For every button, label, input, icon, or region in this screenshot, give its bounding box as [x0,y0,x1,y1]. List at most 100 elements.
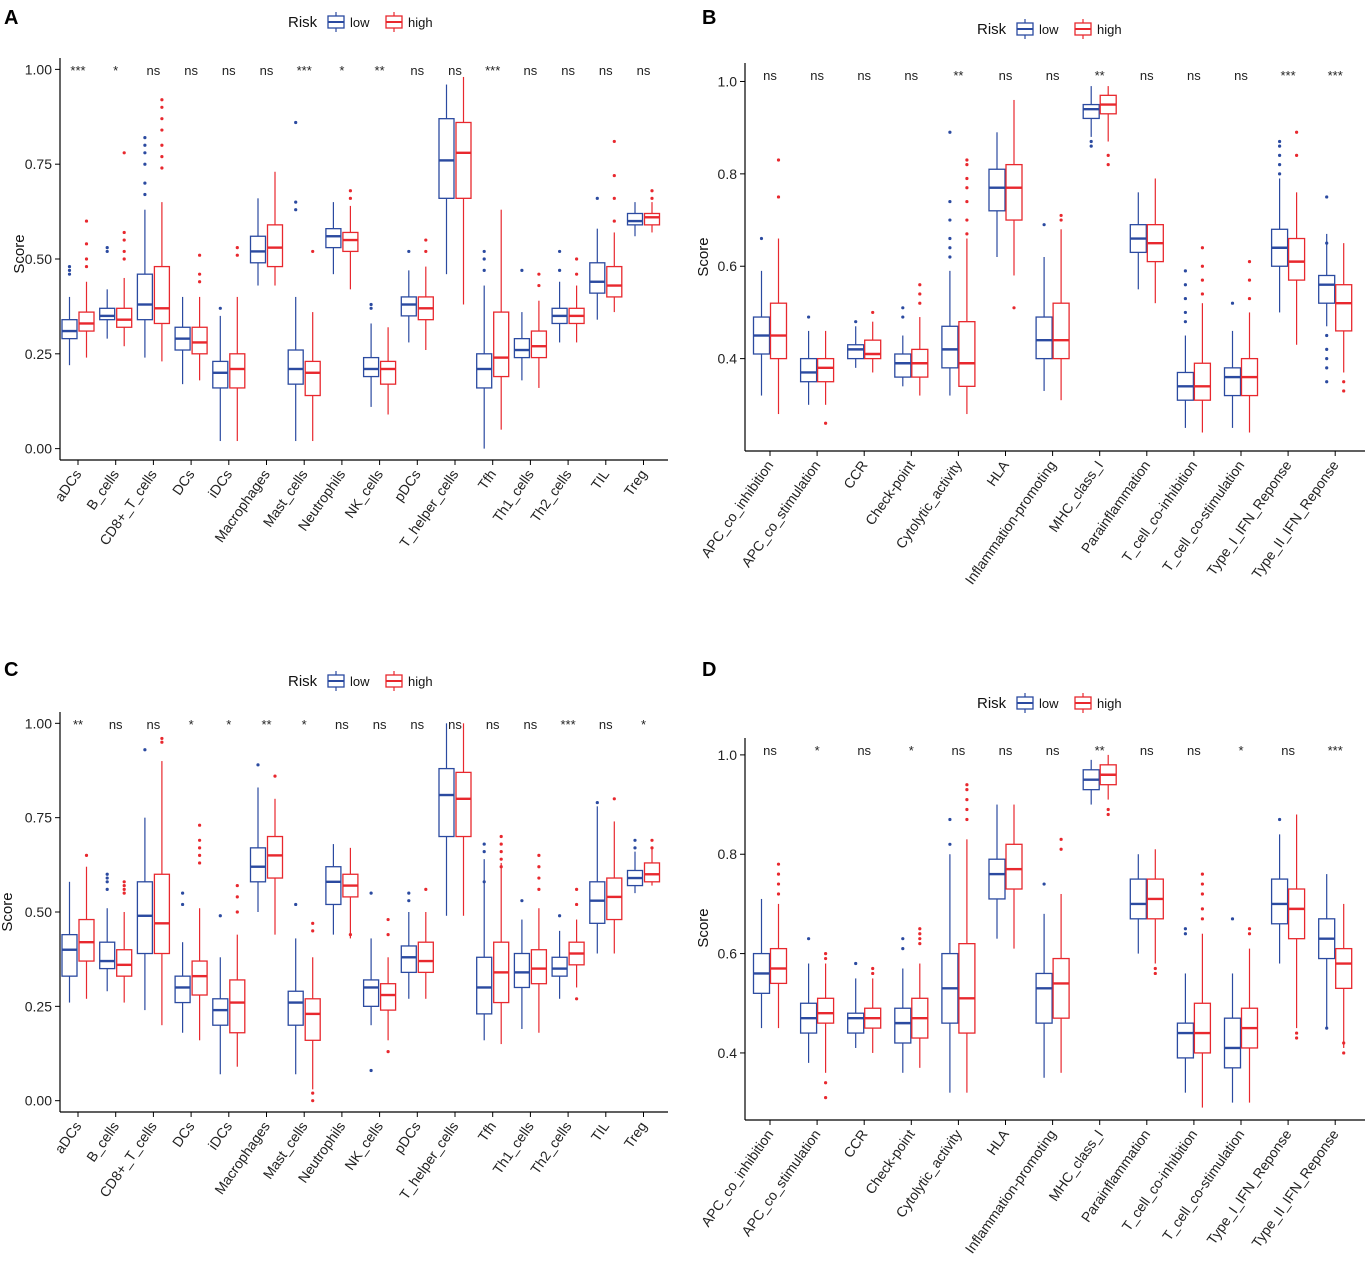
outlier-point-low [901,315,905,319]
outlier-point-low [1183,320,1187,324]
outlier-point-high [348,933,352,937]
outlier-point-high [612,139,616,144]
x-tick-label: TIL [588,466,613,492]
box-low [99,307,116,321]
outlier-point-low [181,902,185,907]
significance-label: ** [375,63,385,78]
outlier-point-low [369,302,373,307]
outlier-point-high [499,842,503,846]
y-axis-label: Score [0,892,16,931]
outlier-point-high [824,956,828,961]
outlier-point-high [1247,932,1252,936]
outlier-point-high [918,301,922,305]
box-low [513,952,531,989]
significance-label: ** [73,717,83,732]
significance-label: ns [1234,68,1248,83]
outlier-point-high [1106,153,1110,157]
box-low [894,1007,912,1044]
outlier-point-low [1183,932,1187,936]
significance-label: ns [1140,743,1154,758]
x-tick-label: T_cell_co-stimulation [1159,1127,1248,1244]
outlier-point-low [595,196,599,200]
outlier-point-high [198,272,202,276]
significance-label: ** [261,717,271,732]
outlier-point-high [1200,278,1204,282]
significance-label: ns [410,63,424,78]
outlier-point-high [1200,246,1204,250]
box-high [379,983,397,1011]
outlier-point-low [407,891,411,895]
outlier-point-high [965,218,969,222]
box-low [136,881,154,955]
x-tick-label: Type_I_IFN_Reponse [1203,1126,1294,1247]
outlier-point-high [311,929,315,933]
outlier-point-low [1089,139,1093,144]
outlier-point-high [84,853,89,857]
outlier-point-high [160,740,164,744]
y-tick-label: 0.25 [25,346,52,362]
outlier-point-high [1342,1051,1346,1055]
outlier-point-high [537,887,541,891]
outlier-point-high [965,817,969,822]
outlier-point-low [369,891,373,895]
outlier-point-high [198,853,202,857]
outlier-point-high [871,966,875,971]
outlier-point-high [965,797,969,802]
significance-label: ns [763,68,777,83]
outlier-point-low [1089,144,1093,148]
box-high [1193,362,1212,401]
box-high [530,949,548,985]
outlier-point-high [871,971,875,976]
outlier-point-low [482,842,486,846]
box-low [1223,367,1242,397]
outlier-point-high [965,163,969,167]
outlier-point-high [235,895,239,899]
x-tick-label: Treg [621,1119,650,1151]
box-low [174,975,191,1004]
significance-label: * [339,63,344,78]
outlier-point-high [650,189,654,193]
box-low [513,337,531,359]
outlier-point-low [143,748,147,752]
significance-label: ns [857,68,871,83]
x-tick-label: Type_II_IFN_Reponse [1248,1126,1342,1250]
outlier-point-low [105,880,109,884]
outlier-point-high [311,1091,315,1095]
box-low [1318,274,1336,304]
outlier-point-high [1295,1036,1299,1040]
outlier-point-high [776,862,781,866]
significance-label: *** [297,63,312,78]
outlier-point-high [311,1099,315,1103]
outlier-point-high [1200,872,1204,876]
outlier-point-high [424,249,428,254]
outlier-point-low [1278,139,1282,144]
box-high [191,326,208,355]
y-tick-label: 0.25 [25,998,52,1014]
outlier-point-low [482,249,486,254]
outlier-point-high [1200,292,1204,296]
significance-label: ** [953,68,963,83]
outlier-point-low [633,838,637,842]
outlier-point-high [1295,153,1299,157]
outlier-point-high [198,846,202,850]
significance-label: * [909,743,914,758]
outlier-point-high [348,189,352,193]
outlier-point-high [575,997,579,1001]
box-low [894,353,912,378]
significance-label: ns [1187,68,1201,83]
box-low [626,212,644,226]
outlier-point-high [1106,807,1110,812]
box-high [379,360,397,385]
x-tick-label: aDCs [51,1119,84,1157]
outlier-point-high [499,850,503,854]
x-tick-label: Type_II_IFN_Reponse [1248,457,1342,581]
significance-label: ns [857,743,871,758]
y-tick-label: 1.0 [718,747,738,763]
significance-label: ns [410,717,424,732]
box-high [816,997,835,1024]
outlier-point-high [1059,837,1063,841]
significance-label: ns [448,717,462,732]
y-tick-label: 0.4 [718,1045,738,1061]
box-low [400,296,417,317]
x-tick-label: T_cell_co-stimulation [1159,458,1248,575]
